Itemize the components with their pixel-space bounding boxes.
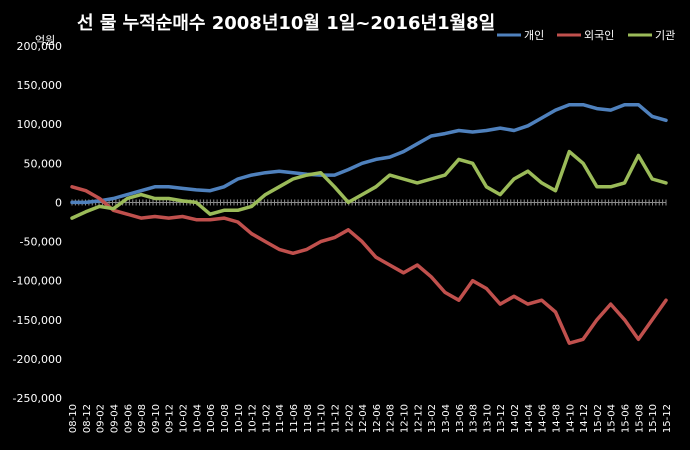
series-line-기관	[70, 149, 668, 220]
x-tick-label: 11-02	[261, 404, 272, 433]
x-tick-label: 14-08	[551, 404, 562, 433]
x-tick-label: 11-06	[289, 404, 300, 433]
x-tick-label: 12-04	[358, 404, 369, 433]
x-tick-label: 14-02	[510, 404, 521, 433]
x-tick-label: 10-02	[179, 404, 190, 433]
x-tick-label: 13-04	[441, 404, 452, 433]
x-tick-label: 10-10	[234, 404, 245, 433]
y-tick-label: 50,000	[24, 157, 63, 170]
x-tick-label: 11-08	[303, 404, 314, 433]
x-tick-label: 15-04	[607, 404, 618, 433]
x-tick-label: 09-12	[165, 404, 176, 433]
x-tick-label: 13-08	[469, 404, 480, 433]
x-tick-label: 09-10	[151, 404, 162, 433]
x-tick-label: 08-12	[82, 404, 93, 433]
y-tick-label: -50,000	[20, 236, 62, 249]
x-tick-label: 09-04	[109, 404, 120, 433]
x-tick-label: 15-08	[634, 404, 645, 433]
y-tick-label: 0	[55, 196, 62, 209]
x-tick-label: 14-04	[524, 404, 535, 433]
x-tick-label: 13-12	[496, 404, 507, 433]
x-tick-label: 13-06	[455, 404, 466, 433]
x-tick-label: 13-10	[482, 404, 493, 433]
x-tick-label: 13-02	[427, 404, 438, 433]
y-tick-label: -150,000	[13, 314, 62, 327]
x-tick-label: 14-10	[565, 404, 576, 433]
x-tick-label: 15-12	[662, 404, 673, 433]
x-tick-label: 12-08	[386, 404, 397, 433]
x-tick-label: 14-06	[538, 404, 549, 433]
x-tick-label: 12-12	[413, 404, 424, 433]
y-tick-label: -200,000	[13, 353, 62, 366]
x-tick-label: 15-06	[621, 404, 632, 433]
legend-label: 기관	[655, 29, 675, 42]
y-tick-label: 150,000	[17, 79, 63, 92]
x-tick-label: 10-12	[248, 404, 259, 433]
x-tick-label: 12-06	[372, 404, 383, 433]
x-tick-label: 11-12	[330, 404, 341, 433]
x-tick-label: 09-08	[137, 404, 148, 433]
legend-label: 외국인	[584, 29, 614, 42]
legend: 개인 외국인 기관	[497, 29, 675, 42]
x-tick-label: 10-06	[206, 404, 217, 433]
x-tick-label: 09-02	[96, 404, 107, 433]
y-tick-label: -100,000	[13, 275, 62, 288]
y-tick-label: 100,000	[17, 118, 63, 131]
x-tick-label: 11-04	[275, 404, 286, 433]
y-unit-label: 억원	[35, 34, 55, 47]
x-tick-label: 14-12	[579, 404, 590, 433]
x-axis: 08-10 08-12 09-02 09-04 09-06 09-08 09-10 09-12…	[68, 199, 673, 433]
y-tick-label: -250,000	[13, 392, 62, 405]
series-line-개인	[70, 102, 668, 205]
x-tick-label: 11-10	[317, 404, 328, 433]
x-tick-label: 15-10	[648, 404, 659, 433]
chart-title: 선 물 누적순매수 2008년10월 1일~2016년1월8일	[77, 13, 495, 34]
x-tick-label: 10-04	[192, 404, 203, 433]
x-tick-label: 08-10	[68, 404, 79, 433]
y-tick-label: 200,000	[17, 40, 63, 53]
x-tick-label: 15-02	[593, 404, 604, 433]
legend-label: 개인	[524, 29, 544, 42]
y-axis: 200,000 150,000 100,000 50,000 0 -50,000 -100,…	[13, 40, 62, 405]
x-tick-label: 09-06	[123, 404, 134, 433]
series-line-외국인	[70, 185, 668, 345]
x-tick-label: 12-10	[400, 404, 411, 433]
x-tick-label: 10-08	[220, 404, 231, 433]
x-tick-label: 12-02	[344, 404, 355, 433]
series-lines	[70, 102, 668, 345]
